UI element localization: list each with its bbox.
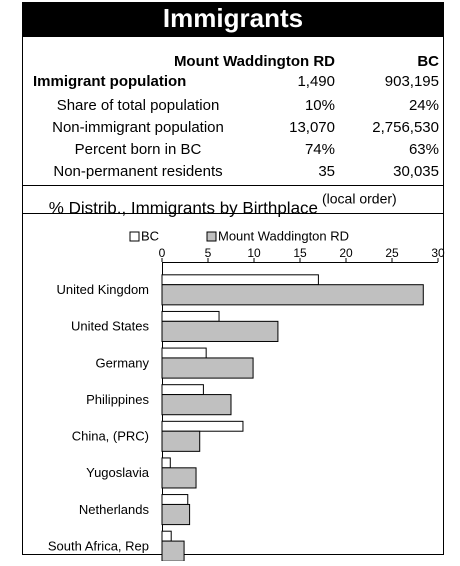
- x-tick-label: 30: [431, 246, 445, 260]
- bar: [161, 430, 201, 452]
- x-tick-label: 25: [385, 246, 399, 260]
- bar: [161, 394, 232, 416]
- row-label: Non-permanent residents: [53, 163, 222, 180]
- frame: [22, 36, 444, 555]
- category-label: South Africa, Rep: [48, 538, 149, 553]
- bar: [161, 274, 319, 286]
- bar: [161, 540, 185, 562]
- category-label: United Kingdom: [57, 282, 150, 297]
- legend-swatch: [206, 231, 217, 242]
- column-header: Mount Waddington RD: [174, 53, 335, 70]
- cell: 35: [318, 163, 335, 180]
- bar: [161, 347, 207, 359]
- bar: [161, 320, 279, 342]
- bar: [161, 457, 171, 469]
- legend-label: BC: [141, 228, 159, 243]
- x-tick-label: 10: [247, 246, 261, 260]
- x-tick-label: 20: [339, 246, 353, 260]
- cell: 24%: [409, 97, 439, 114]
- x-tick-label: 15: [293, 246, 307, 260]
- legend-label: Mount Waddington RD: [218, 228, 349, 243]
- bar: [161, 357, 254, 379]
- cell: 1,490: [297, 73, 335, 90]
- legend-swatch: [129, 231, 140, 242]
- row-label: Immigrant population: [33, 73, 186, 90]
- category-label: United States: [71, 319, 150, 334]
- cell: 63%: [409, 141, 439, 158]
- bar: [161, 530, 172, 542]
- chart-title: % Distrib., Immigrants by Birthplace: [49, 198, 318, 217]
- bar: [161, 494, 189, 505]
- category-label: Philippines: [86, 392, 149, 407]
- category-label: Yugoslavia: [86, 465, 150, 480]
- bar: [161, 420, 244, 432]
- cell: 13,070: [289, 119, 335, 136]
- bar: [161, 384, 204, 396]
- bar: [161, 503, 191, 526]
- bar: [161, 310, 220, 322]
- cell: 10%: [305, 97, 335, 114]
- bar: [161, 284, 424, 306]
- row-label: Share of total population: [57, 97, 220, 114]
- title: Immigrants: [163, 3, 303, 33]
- cell: 903,195: [385, 73, 439, 90]
- cell: 74%: [305, 141, 335, 158]
- chart-subtitle: (local order): [322, 191, 397, 207]
- column-header: BC: [417, 53, 439, 70]
- row-label: Non-immigrant population: [52, 119, 224, 136]
- cell: 2,756,530: [372, 119, 439, 136]
- category-label: Netherlands: [79, 502, 150, 517]
- bar: [161, 467, 197, 489]
- row-label: Percent born in BC: [75, 141, 202, 158]
- category-label: China, (PRC): [72, 429, 149, 444]
- x-tick-label: 0: [159, 246, 166, 260]
- x-tick-label: 5: [205, 246, 212, 260]
- cell: 30,035: [393, 163, 439, 180]
- title-banner: [22, 2, 444, 36]
- category-label: Germany: [96, 355, 150, 370]
